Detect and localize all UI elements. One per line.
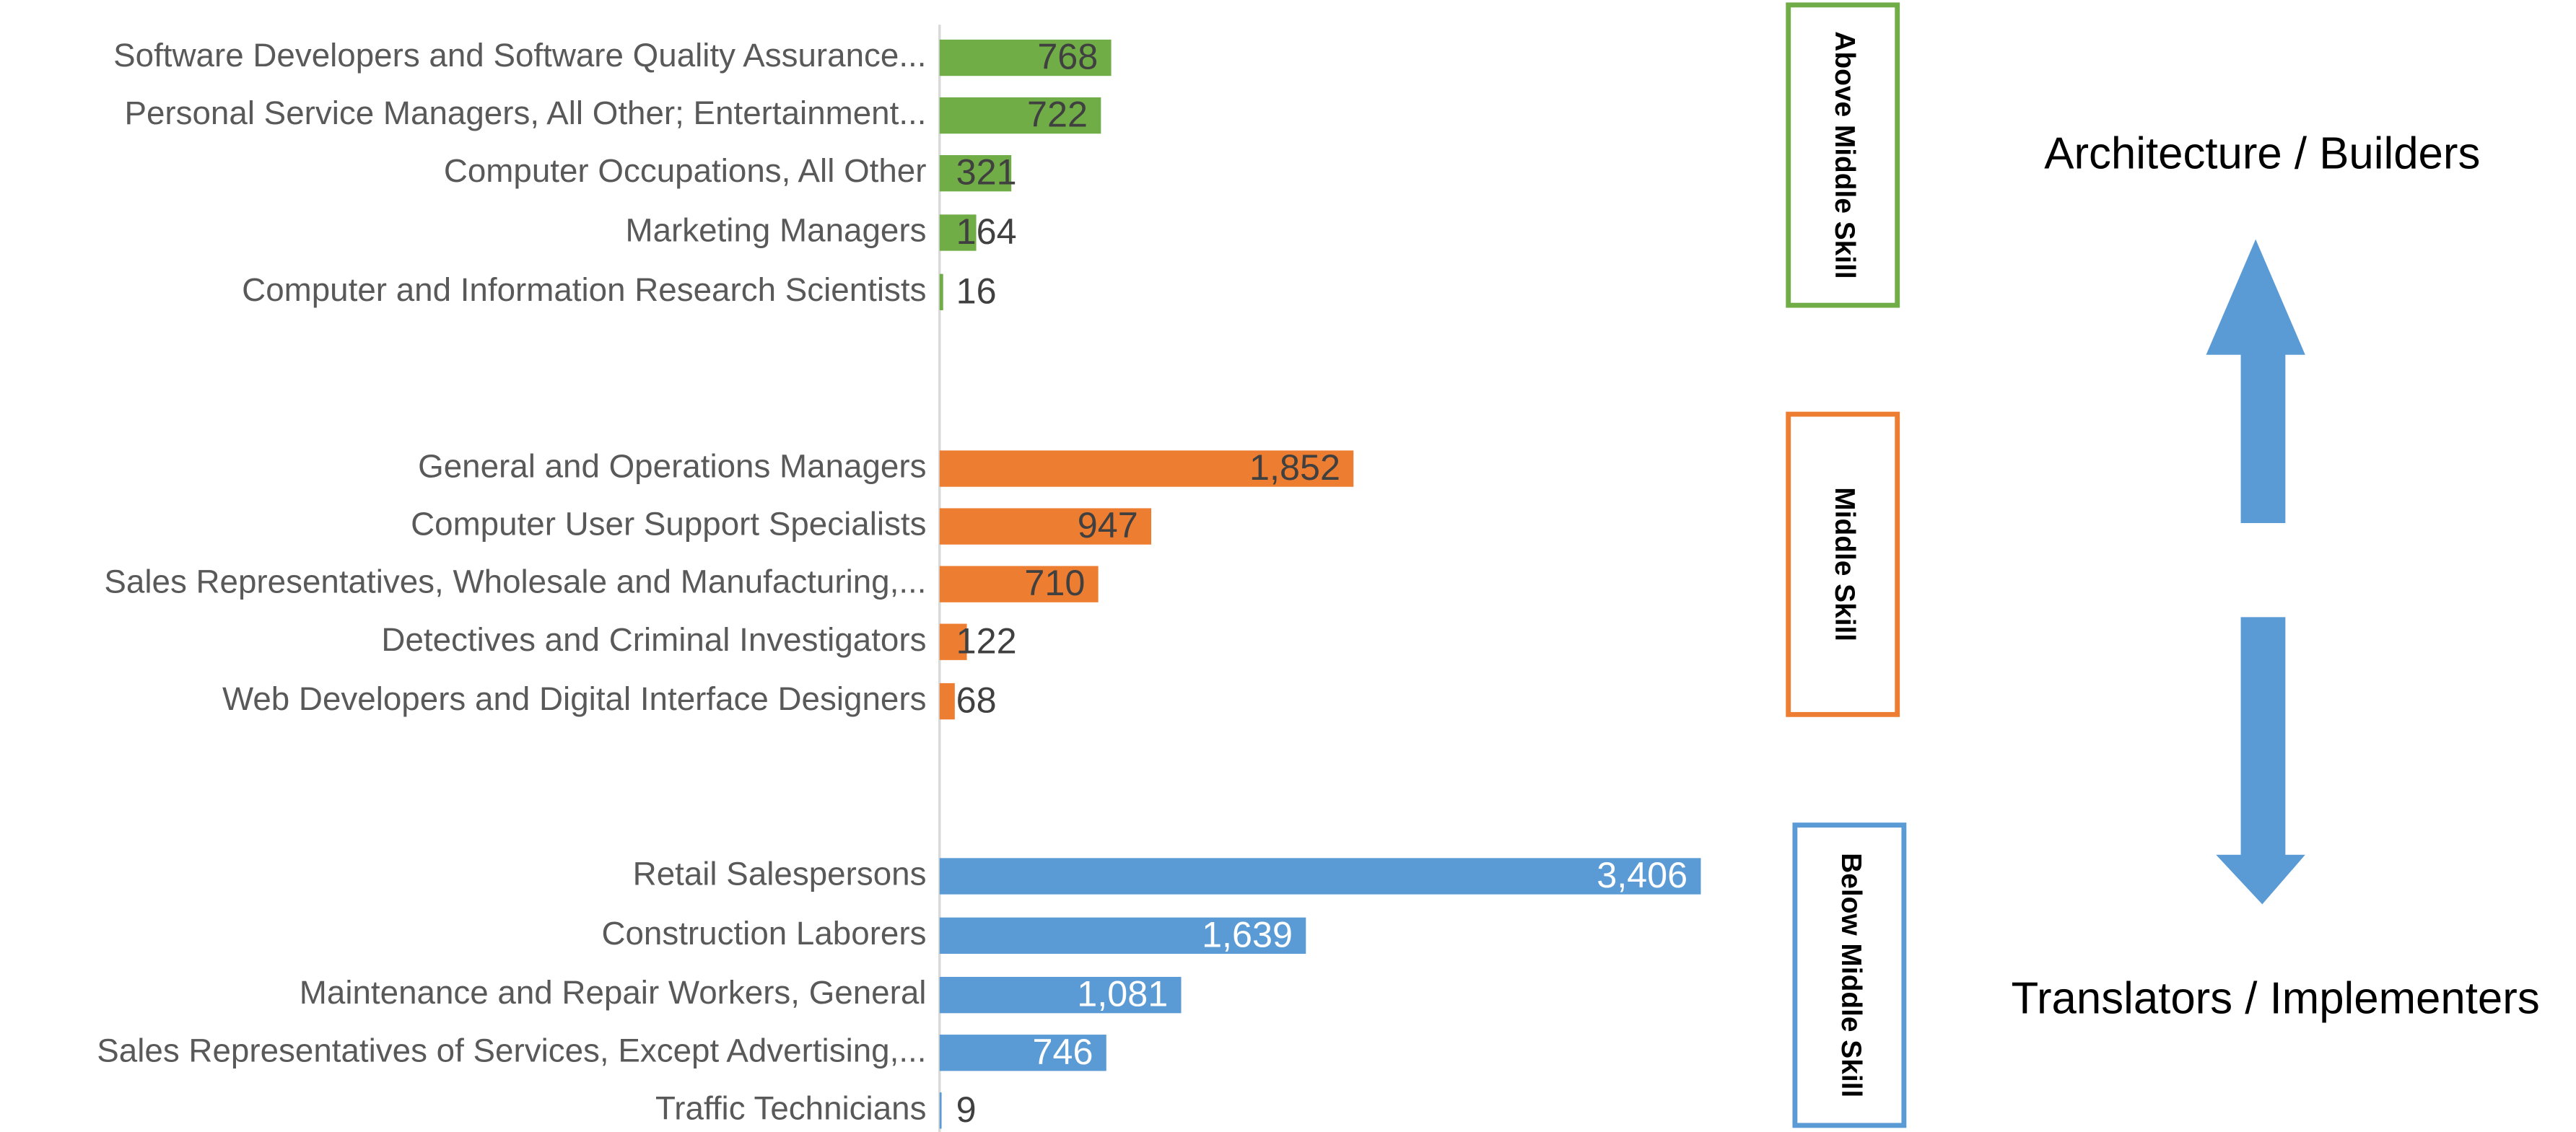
bar — [939, 450, 1354, 487]
down-arrow — [2216, 617, 2305, 905]
annotation: Architecture / Builders — [2044, 129, 2480, 179]
category-label: Sales Representatives, Wholesale and Man… — [104, 563, 926, 600]
category-label: Computer Occupations, All Other — [444, 152, 927, 189]
category-label: Detectives and Criminal Investigators — [381, 621, 926, 658]
value-label: 3,406 — [1597, 854, 1688, 895]
bar — [939, 623, 967, 660]
bar — [939, 683, 955, 720]
category-label: Personal Service Managers, All Other; En… — [124, 95, 926, 131]
value-label: 1,639 — [1202, 913, 1293, 955]
value-label: 746 — [1033, 1031, 1093, 1072]
category-label: Sales Representatives of Services, Excep… — [97, 1032, 926, 1069]
value-label: 722 — [1027, 94, 1088, 135]
annotation: Translators / Implementers — [2012, 974, 2540, 1024]
category-label: Software Developers and Software Quality… — [113, 37, 926, 74]
category-label: Construction Laborers — [601, 915, 926, 952]
value-label: 1,081 — [1077, 973, 1168, 1014]
bar — [939, 566, 1099, 602]
category-label: Retail Salespersons — [633, 856, 927, 892]
category-label: Web Developers and Digital Interface Des… — [222, 680, 926, 717]
value-label: 947 — [1078, 504, 1138, 545]
group-label: Above Middle Skill — [1829, 31, 1860, 278]
bar — [939, 977, 1182, 1014]
bar — [939, 97, 1101, 134]
bar — [939, 273, 943, 310]
group-label: Below Middle Skill — [1835, 853, 1866, 1097]
category-label: Computer User Support Specialists — [411, 506, 926, 543]
bar — [939, 858, 1701, 895]
value-label: 16 — [956, 270, 997, 311]
bar — [939, 1035, 1106, 1071]
value-label: 710 — [1024, 562, 1085, 603]
value-label: 9 — [956, 1089, 977, 1130]
value-label: 1,852 — [1249, 447, 1340, 488]
bar — [939, 154, 1012, 192]
bar — [939, 39, 1112, 76]
value-label: 321 — [956, 152, 1017, 193]
value-label: 122 — [956, 620, 1017, 661]
category-label: General and Operations Managers — [418, 448, 926, 485]
category-label: Marketing Managers — [626, 212, 927, 249]
category-label: Computer and Information Research Scient… — [242, 271, 926, 308]
group-box — [1786, 2, 1900, 308]
category-label: Traffic Technicians — [655, 1089, 926, 1126]
up-arrow — [2206, 239, 2305, 524]
bar — [939, 1092, 942, 1129]
value-label: 768 — [1037, 36, 1098, 77]
bar — [939, 917, 1306, 954]
value-label: 68 — [956, 680, 997, 721]
bar — [939, 508, 1152, 545]
category-label: Maintenance and Repair Workers, General — [300, 974, 927, 1011]
bar — [939, 214, 977, 251]
value-label: 164 — [956, 211, 1017, 252]
group-label: Middle Skill — [1829, 487, 1860, 641]
group-box — [1792, 822, 1907, 1128]
group-box — [1786, 411, 1900, 717]
